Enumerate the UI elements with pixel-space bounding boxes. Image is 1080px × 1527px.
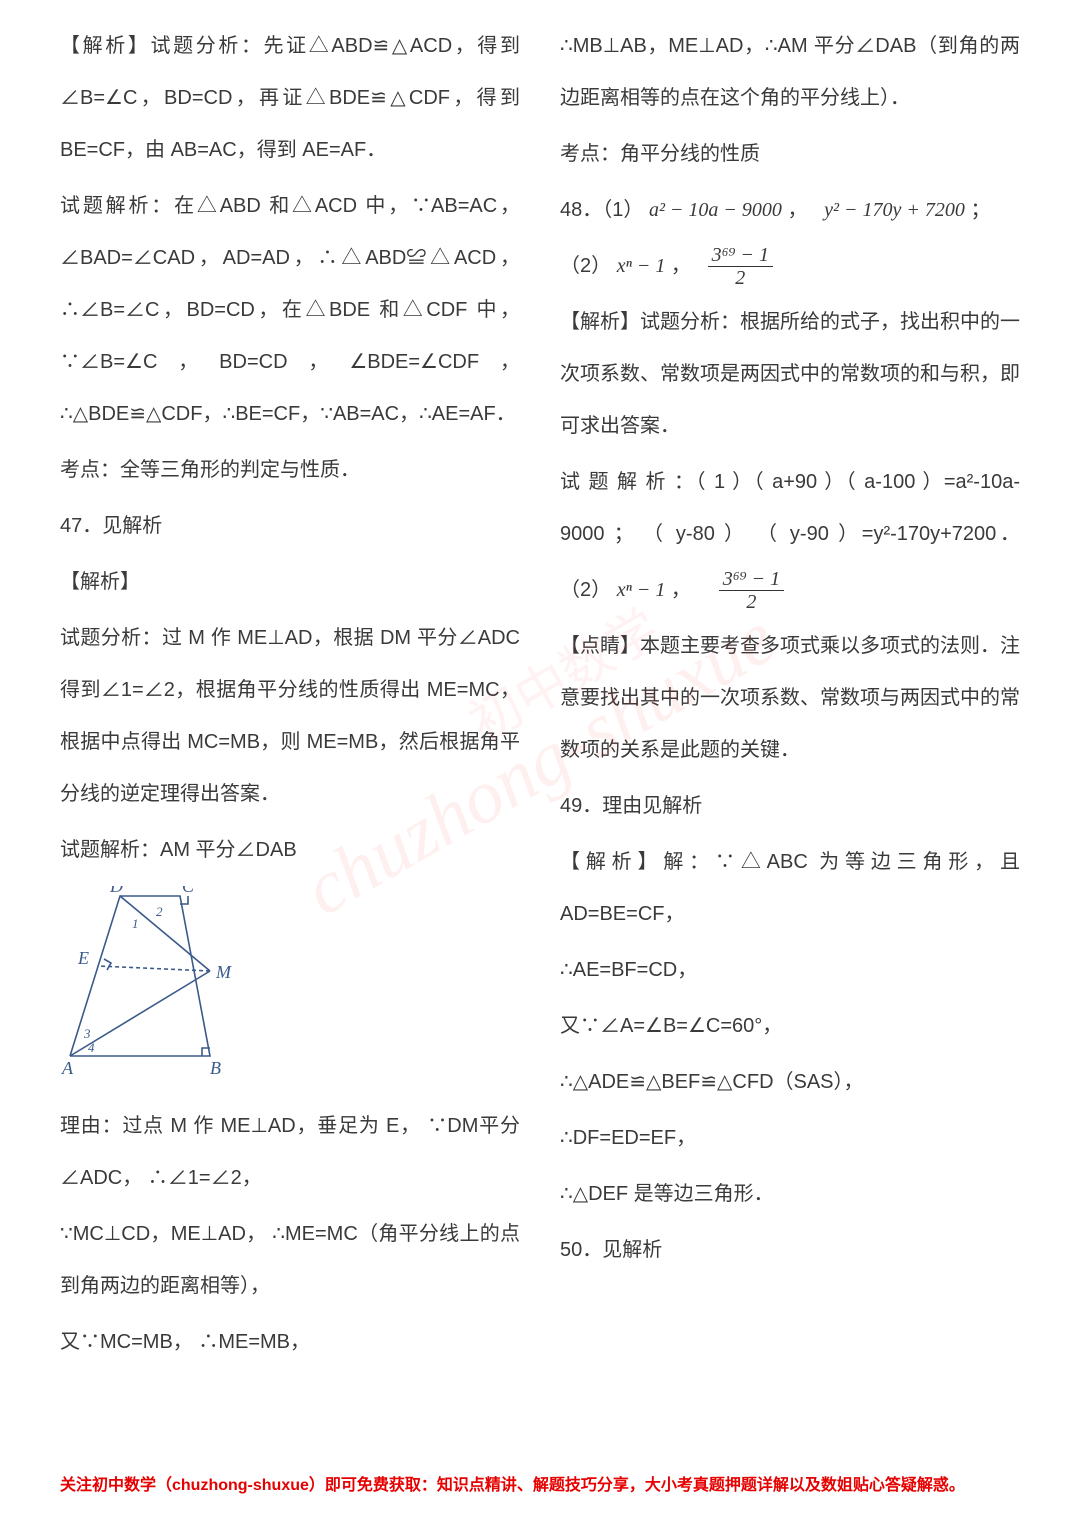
right-p11: 又∵∠A=∠B=∠C=60°， bbox=[560, 1000, 1020, 1052]
right-p3-line2: （2） xⁿ − 1 ， 3⁶⁹ − 1 2 bbox=[560, 240, 1020, 292]
left-p10: 又∵MC=MB， ∴ME=MB， bbox=[60, 1316, 520, 1368]
label-D: D bbox=[109, 886, 123, 896]
r-p3a: 48．（1） bbox=[560, 199, 643, 221]
footer-promo: 关注初中数学（chuzhong-shuxue）即可免费获取：知识点精讲、解题技巧… bbox=[60, 1472, 1020, 1499]
right-p4: 【解析】试题分析：根据所给的式子，找出积中的一次项系数、常数项是两因式中的常数项… bbox=[560, 296, 1020, 452]
right-p3-line1: 48．（1） a² − 10a − 9000 ， y² − 170y + 720… bbox=[560, 184, 1020, 236]
right-angle-E bbox=[104, 959, 111, 970]
left-p9: ∵MC⊥CD，ME⊥AD， ∴ME=MC（角平分线上的点到角两边的距离相等）， bbox=[60, 1208, 520, 1312]
r-p3e: ， bbox=[671, 255, 691, 277]
right-p2: 考点：角平分线的性质 bbox=[560, 128, 1020, 180]
right-p10: ∴AE=BF=CD， bbox=[560, 944, 1020, 996]
frac-num-2: 3⁶⁹ − 1 bbox=[719, 568, 784, 591]
line-DM bbox=[120, 896, 210, 971]
frac-num: 3⁶⁹ − 1 bbox=[708, 244, 773, 267]
r-p6c: ， bbox=[671, 579, 691, 601]
left-p1: 【解析】试题分析：先证△ABD≌△ACD，得到∠B=∠C，BD=CD，再证△BD… bbox=[60, 20, 520, 176]
left-p5: 【解析】 bbox=[60, 556, 520, 608]
frac-den-2: 2 bbox=[719, 591, 784, 613]
left-p8: 理由：过点 M 作 ME⊥AD，垂足为 E， ∵DM平分∠ADC， ∴∠1=∠2… bbox=[60, 1100, 520, 1204]
label-M: M bbox=[215, 962, 232, 982]
right-p13: ∴DF=ED=EF， bbox=[560, 1112, 1020, 1164]
label-E: E bbox=[77, 948, 89, 968]
math-48-1b: y² − 170y + 7200 bbox=[824, 199, 965, 221]
label-A: A bbox=[61, 1058, 74, 1078]
frac-48: 3⁶⁹ − 1 2 bbox=[708, 244, 773, 289]
r-p3c: ； bbox=[970, 199, 990, 221]
left-p3: 考点：全等三角形的判定与性质． bbox=[60, 444, 520, 496]
r-p3b: ， bbox=[788, 199, 808, 221]
right-p8: 49．理由见解析 bbox=[560, 780, 1020, 832]
r-p3d: （2） bbox=[560, 255, 611, 277]
label-2: 2 bbox=[156, 904, 163, 919]
right-p12: ∴△ADE≌△BEF≌△CFD（SAS）， bbox=[560, 1056, 1020, 1108]
quad-outline bbox=[70, 896, 210, 1056]
frac-p6: 3⁶⁹ − 1 2 bbox=[719, 568, 784, 613]
frac-den: 2 bbox=[708, 267, 773, 289]
label-3: 3 bbox=[83, 1026, 91, 1041]
label-B: B bbox=[210, 1058, 221, 1078]
left-p6: 试题分析：过 M 作 ME⊥AD，根据 DM 平分∠ADC 得到∠1=∠2，根据… bbox=[60, 612, 520, 820]
right-p9: 【解析】解：∵△ABC 为等边三角形，且AD=BE=CF， bbox=[560, 836, 1020, 940]
left-column: 【解析】试题分析：先证△ABD≌△ACD，得到∠B=∠C，BD=CD，再证△BD… bbox=[60, 20, 520, 1372]
right-p7: 【点睛】本题主要考查多项式乘以多项式的法则．注意要找出其中的一次项系数、常数项与… bbox=[560, 620, 1020, 776]
label-4: 4 bbox=[88, 1040, 95, 1055]
geometry-figure: A B C D E M 1 2 3 4 bbox=[60, 886, 520, 1086]
right-p1: ∴MB⊥AB，ME⊥AD，∴AM 平分∠DAB（到角的两边距离相等的点在这个角的… bbox=[560, 20, 1020, 124]
figure-svg: A B C D E M 1 2 3 4 bbox=[60, 886, 260, 1086]
right-column: ∴MB⊥AB，ME⊥AD，∴AM 平分∠DAB（到角的两边距离相等的点在这个角的… bbox=[560, 20, 1020, 1372]
left-p7: 试题解析：AM 平分∠DAB bbox=[60, 824, 520, 876]
math-48-2a: xⁿ − 1 bbox=[617, 255, 666, 277]
math-48-1a: a² − 10a − 9000 bbox=[649, 199, 782, 221]
left-p2: 试题解析：在△ABD 和△ACD 中，∵AB=AC，∠BAD=∠CAD，AD=A… bbox=[60, 180, 520, 440]
page-body: 【解析】试题分析：先证△ABD≌△ACD，得到∠B=∠C，BD=CD，再证△BD… bbox=[0, 0, 1080, 1452]
label-C: C bbox=[182, 886, 195, 896]
left-p4: 47．见解析 bbox=[60, 500, 520, 552]
right-p6: （2） xⁿ − 1 ， 3⁶⁹ − 1 2 bbox=[560, 564, 1020, 616]
right-p15: 50．见解析 bbox=[560, 1224, 1020, 1276]
label-1: 1 bbox=[132, 916, 139, 931]
right-p14: ∴△DEF 是等边三角形． bbox=[560, 1168, 1020, 1220]
right-p5: 试 题 解 析 ：（ 1 ）（ a+90 ）（ a-100 ）=a²-10a-9… bbox=[560, 456, 1020, 560]
r-p6a: （2） bbox=[560, 579, 611, 601]
math-p6b: xⁿ − 1 bbox=[617, 579, 666, 601]
